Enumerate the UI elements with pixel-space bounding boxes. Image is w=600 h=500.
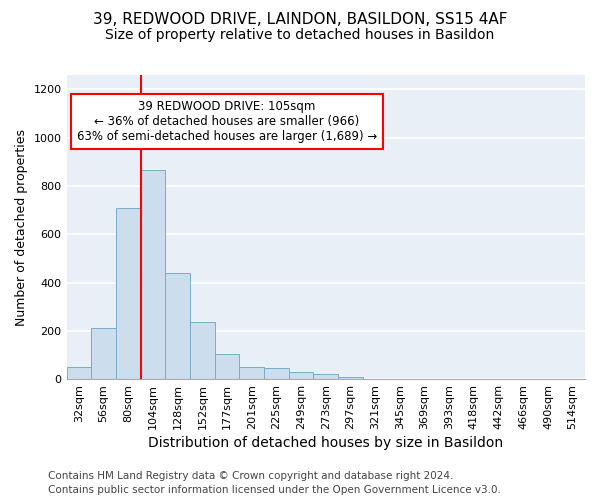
Bar [116, 208, 140, 379]
Bar [289, 372, 313, 379]
Bar [338, 376, 363, 379]
Bar [165, 273, 190, 379]
Text: 39, REDWOOD DRIVE, LAINDON, BASILDON, SS15 4AF: 39, REDWOOD DRIVE, LAINDON, BASILDON, SS… [93, 12, 507, 28]
Bar [264, 368, 289, 379]
Bar [91, 328, 116, 379]
Text: Contains public sector information licensed under the Open Government Licence v3: Contains public sector information licen… [48, 485, 501, 495]
Y-axis label: Number of detached properties: Number of detached properties [15, 128, 28, 326]
Bar [313, 374, 338, 379]
Bar [190, 322, 215, 379]
Bar [239, 367, 264, 379]
X-axis label: Distribution of detached houses by size in Basildon: Distribution of detached houses by size … [148, 436, 503, 450]
Bar [67, 367, 91, 379]
Text: 39 REDWOOD DRIVE: 105sqm
← 36% of detached houses are smaller (966)
63% of semi-: 39 REDWOOD DRIVE: 105sqm ← 36% of detach… [77, 100, 377, 144]
Bar [215, 354, 239, 379]
Text: Size of property relative to detached houses in Basildon: Size of property relative to detached ho… [106, 28, 494, 42]
Text: Contains HM Land Registry data © Crown copyright and database right 2024.: Contains HM Land Registry data © Crown c… [48, 471, 454, 481]
Bar [140, 170, 165, 379]
